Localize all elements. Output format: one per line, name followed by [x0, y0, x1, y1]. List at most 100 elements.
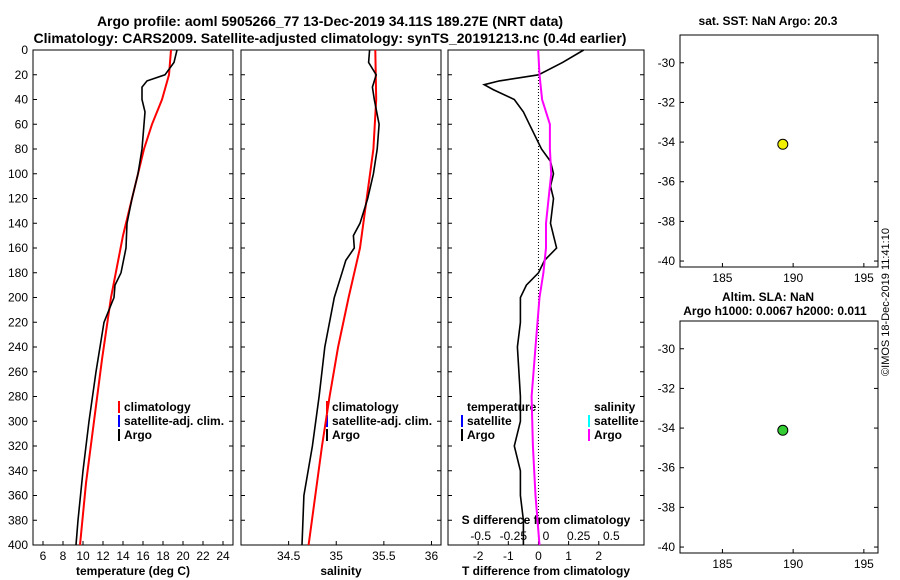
sla-xtick-label: 195	[854, 557, 874, 571]
legend-salinity-header: salinity	[594, 400, 636, 414]
depth-tick-label: 240	[8, 340, 28, 354]
figure-title-line-2: Climatology: CARS2009. Satellite-adjuste…	[33, 30, 627, 46]
temperature-legend: climatology satellite-adj. clim. Argo	[118, 400, 224, 442]
depth-tick-label: 320	[8, 439, 28, 453]
depth-tick-label: 300	[8, 414, 28, 428]
sst-xtick-label: 195	[854, 271, 874, 285]
sst-map-frame	[679, 34, 879, 268]
sst-ytick-label: -36	[658, 175, 676, 189]
temperature-xtick-label: 10	[76, 549, 90, 563]
salinity-xtick-label: 36	[425, 549, 439, 563]
legend-s-satellite-label: satellite	[594, 414, 639, 428]
depth-tick-label: 140	[8, 216, 28, 230]
depth-tick-label: 40	[15, 93, 29, 107]
difference-series-s-argo	[530, 49, 553, 546]
legend-argo-label: Argo	[124, 428, 152, 442]
legend-climatology-label: climatology	[332, 400, 399, 414]
depth-tick-label: 120	[8, 192, 28, 206]
sla-ytick-label: -38	[658, 500, 676, 514]
depth-tick-label: 220	[8, 315, 28, 329]
legend-argo-label: Argo	[332, 428, 360, 442]
depth-tick-label: 0	[21, 43, 28, 57]
salinity-panel-frame	[240, 49, 442, 546]
temperature-xtick-label: 22	[196, 549, 210, 563]
depth-tick-label: 200	[8, 291, 28, 305]
depth-tick-label: 280	[8, 390, 28, 404]
sla-xtick-label: 190	[783, 557, 803, 571]
difference-legend-temperature: temperature satellite Argo	[461, 400, 537, 442]
difference-xtick-label: 1	[565, 549, 572, 563]
sla-xtick-label: 185	[712, 557, 732, 571]
depth-tick-label: 60	[15, 117, 29, 131]
depth-tick-label: 100	[8, 167, 28, 181]
temperature-xtick-label: 18	[156, 549, 170, 563]
difference-xtick-label: -1	[503, 549, 514, 563]
depth-tick-label: 160	[8, 241, 28, 255]
temperature-series-argo	[75, 49, 178, 546]
temperature-xtick-label: 20	[176, 549, 190, 563]
salinity-xtick-label: 35.5	[372, 549, 396, 563]
depth-tick-label: 380	[8, 513, 28, 527]
legend-t-satellite-label: satellite	[467, 414, 512, 428]
difference-xlabel: T difference from climatology	[462, 564, 630, 578]
sla-argo-position-marker	[777, 424, 789, 436]
legend-temperature-header: temperature	[467, 400, 537, 414]
difference-xtick-label: 2	[595, 549, 602, 563]
imos-timestamp: ©IMOS 18-Dec-2019 11:41:10	[880, 228, 892, 376]
depth-tick-label: 400	[8, 538, 28, 552]
legend-satellite-label: satellite-adj. clim.	[332, 414, 432, 428]
temperature-series-climatology	[79, 49, 172, 546]
legend-t-argo-label: Argo	[467, 428, 495, 442]
difference-series-t-argo	[482, 49, 585, 545]
temperature-xtick-label: 12	[96, 549, 110, 563]
salinity-series-argo	[301, 49, 380, 546]
s-difference-tick-label: -0.25	[500, 529, 528, 543]
depth-tick-label: 80	[15, 142, 29, 156]
salinity-legend: climatology satellite-adj. clim. Argo	[326, 400, 432, 442]
difference-xtick-label: -2	[473, 549, 484, 563]
depth-tick-label: 360	[8, 489, 28, 503]
difference-legend-salinity: salinity satellite Argo	[588, 400, 639, 442]
sla-title: Altim. SLA: NaN	[722, 290, 814, 304]
sst-ytick-label: -40	[658, 254, 676, 268]
temperature-xtick-label: 6	[40, 549, 47, 563]
temperature-xtick-label: 8	[60, 549, 67, 563]
sst-title: sat. SST: NaN Argo: 20.3	[699, 14, 838, 28]
sst-ytick-label: -38	[658, 214, 676, 228]
temperature-xtick-label: 24	[216, 549, 230, 563]
salinity-series-climatology	[307, 49, 378, 546]
sla-ytick-label: -34	[658, 421, 676, 435]
sla-ytick-label: -40	[658, 540, 676, 554]
temperature-xtick-label: 16	[136, 549, 150, 563]
salinity-xtick-label: 34.5	[277, 549, 301, 563]
depth-tick-label: 340	[8, 464, 28, 478]
sst-ytick-label: -30	[658, 56, 676, 70]
sst-xtick-label: 190	[783, 271, 803, 285]
salinity-xlabel: salinity	[320, 564, 362, 578]
salinity-xtick-label: 35	[330, 549, 344, 563]
temperature-xlabel: temperature (deg C)	[76, 564, 190, 578]
difference-panel-frame	[447, 49, 645, 546]
sla-ytick-label: -36	[658, 461, 676, 475]
legend-s-argo-label: Argo	[594, 428, 622, 442]
legend-satellite-label: satellite-adj. clim.	[124, 414, 224, 428]
s-difference-tick-label: -0.5	[470, 529, 491, 543]
plot-marks: 0204060801001201401601802002202402602803…	[8, 43, 878, 571]
s-difference-tick-label: 0.25	[567, 529, 591, 543]
difference-xtick-label: 0	[535, 549, 542, 563]
depth-tick-label: 180	[8, 266, 28, 280]
s-difference-tick-label: 0	[543, 529, 550, 543]
s-difference-tick-label: 0.5	[603, 529, 620, 543]
sla-ytick-label: -30	[658, 342, 676, 356]
sla-title-2: Argo h1000: 0.0067 h2000: 0.011	[683, 304, 867, 318]
temperature-panel-frame	[32, 49, 234, 546]
sst-ytick-label: -34	[658, 135, 676, 149]
legend-climatology-label: climatology	[124, 400, 191, 414]
sla-ytick-label: -32	[658, 381, 676, 395]
sst-argo-position-marker	[777, 138, 789, 150]
difference-x2label: S difference from climatology	[462, 513, 631, 527]
sla-map-frame	[679, 320, 879, 554]
depth-tick-label: 20	[15, 68, 29, 82]
sst-xtick-label: 185	[712, 271, 732, 285]
